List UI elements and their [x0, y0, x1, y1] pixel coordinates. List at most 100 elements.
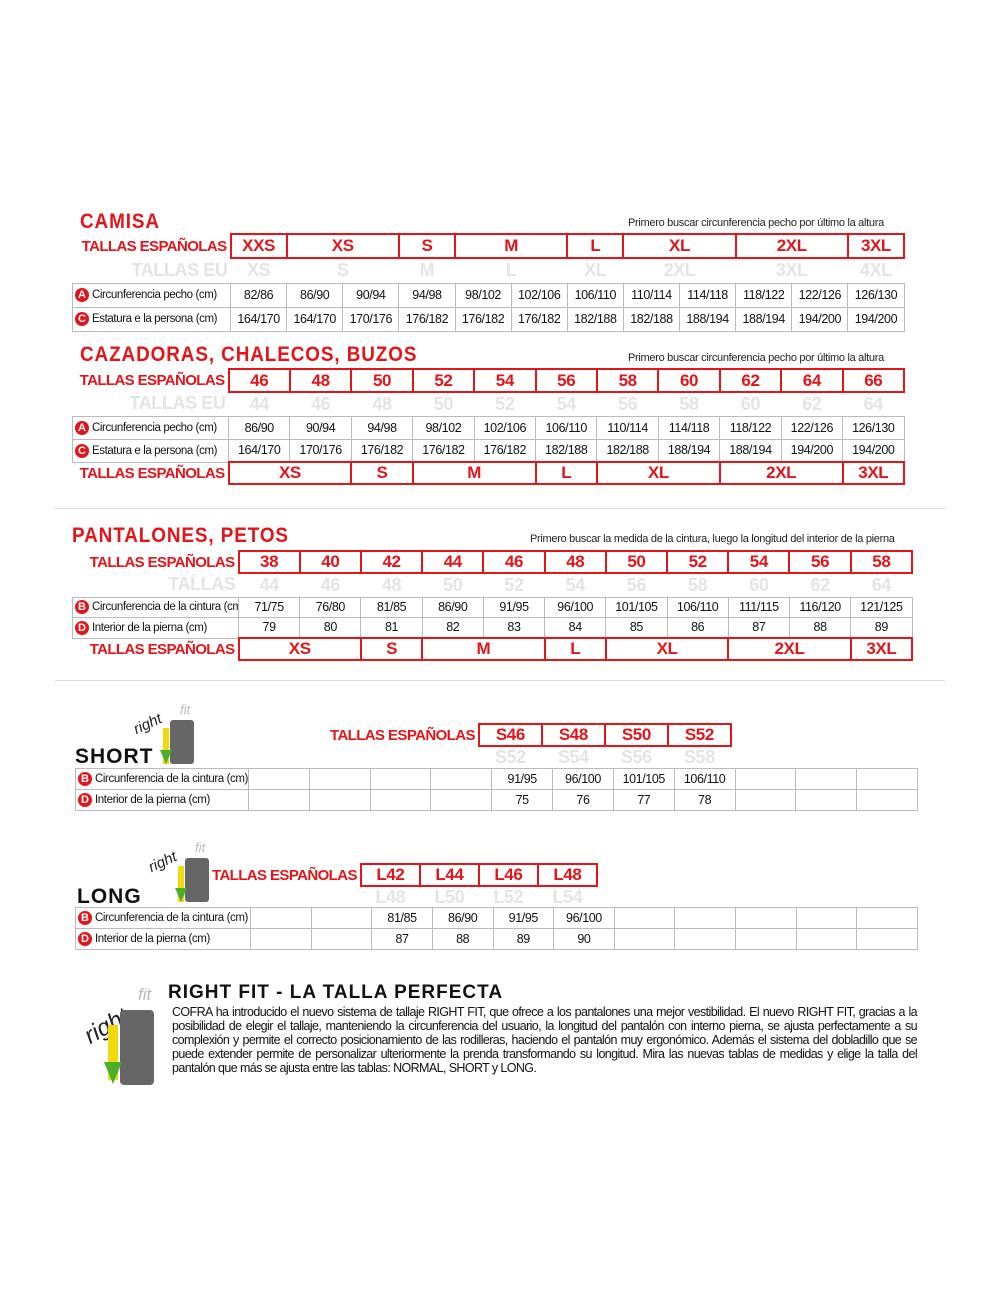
size-cell: 3XL [846, 233, 906, 259]
row-label: B Circunferencia de la cintura (cm) [75, 907, 251, 929]
size-cell: 3XL [849, 637, 914, 661]
long-title: LONG [77, 885, 142, 908]
size-cell: 106/110 [666, 596, 729, 618]
size-cell [430, 768, 493, 790]
size-cell [856, 928, 918, 950]
size-cell: 87 [371, 928, 433, 950]
size-cell: 114/118 [657, 415, 721, 440]
row-label-text: Circunferencia de la cintura (cm) [95, 912, 248, 924]
size-cell: 79 [237, 616, 301, 639]
size-cell: XS [227, 461, 353, 485]
size-cell: 106/110 [566, 282, 624, 308]
row-label: TALLAS ESPAÑOLAS [73, 369, 229, 392]
size-cell: 85 [605, 616, 668, 639]
size-cell: 194/200 [842, 438, 905, 463]
size-cell: 164/170 [229, 306, 288, 332]
row-label-text: Circunferencia pecho (cm) [92, 289, 217, 301]
size-cell: 106/110 [673, 768, 736, 790]
size-cell: S46 [477, 723, 543, 747]
size-cell: 102/106 [510, 282, 568, 308]
row-label: TALLAS EU [73, 258, 231, 283]
size-cell: 88 [431, 928, 494, 950]
size-cell: 84 [544, 616, 607, 639]
short-size-table: B Circunferencia de la cintura (cm) 91/95 9… [75, 768, 918, 811]
table-row: B Circunferencia de la cintura (cm) 91/95 9… [75, 768, 918, 790]
size-cell: 50 [350, 368, 414, 393]
size-cell: 52 [504, 574, 524, 595]
size-cell: XL [584, 260, 607, 281]
badge-d-icon: D [75, 620, 89, 635]
size-cell: 54 [473, 368, 537, 393]
size-cell: 81/85 [371, 907, 433, 929]
size-cell: S54 [557, 747, 589, 767]
size-cell: 42 [359, 550, 424, 574]
size-cell: 188/194 [678, 306, 737, 332]
size-cell: 182/188 [622, 306, 681, 332]
row-label [330, 746, 479, 768]
size-cell: 194/200 [791, 306, 849, 332]
size-cell: 66 [841, 368, 906, 393]
size-cell: 64 [863, 393, 884, 414]
size-cell: 54 [727, 550, 791, 574]
size-cell: M [411, 461, 537, 485]
row-label: TALLAS ESPAÑOLAS [73, 462, 229, 484]
size-cell: 121/125 [850, 596, 913, 618]
size-cell [856, 789, 918, 811]
size-cell: L44 [418, 863, 480, 887]
table-row: C Estatura e la persona (cm) 164/170 170/17… [72, 438, 905, 463]
size-cell: XS [246, 260, 271, 281]
size-cell: XS [237, 637, 362, 661]
size-cell [856, 768, 918, 790]
size-header-table: TALLAS ESPAÑOLAS S46 S48 S50 S52 S52 S54 S56 S58 [330, 723, 732, 768]
size-cell: 46 [320, 574, 341, 595]
long-size-table: B Circunferencia de la cintura (cm) 81/85 8… [75, 907, 918, 950]
spanish-sizes-row: TALLAS ESPAÑOLAS XS S M L XL 2XL 3XL [73, 461, 906, 485]
size-cell: 50 [443, 574, 463, 595]
badge-a-icon: A [75, 420, 89, 435]
size-cell: S50 [603, 723, 669, 747]
size-cell: 50 [433, 393, 454, 414]
size-cell: 194/200 [847, 306, 905, 332]
size-cell: L [543, 637, 607, 661]
size-cell: L54 [552, 887, 583, 907]
size-cell: 122/126 [791, 282, 849, 308]
size-cell: 86/90 [286, 282, 344, 308]
row-label-text: TALLAS ESPAÑOLAS [81, 237, 227, 255]
row-label: TALLAS ESPAÑOLAS [73, 551, 239, 573]
size-cell: S58 [683, 747, 715, 767]
badge-d-icon: D [78, 793, 92, 807]
size-cell: 176/182 [454, 306, 512, 332]
badge-d-icon: D [78, 932, 92, 946]
eu-sizes-row: L48 L50 L52 L54 [212, 886, 597, 908]
row-label: D Interior de la pierna (cm) [72, 616, 239, 639]
row-label-text: Circunferencia de la cintura (cm) [95, 773, 248, 785]
size-cell: L46 [477, 863, 539, 887]
size-cell: S [350, 461, 414, 485]
size-cell: 90 [553, 928, 615, 950]
spanish-sizes-row: TALLAS ESPAÑOLAS XXS XS S M L XL 2XL 3XL [73, 233, 906, 259]
size-cell: 90/94 [342, 282, 400, 308]
table-row: B Circunferencia de la cintura (cm) 81/85 8… [75, 907, 918, 929]
size-cell: L52 [493, 887, 524, 907]
size-cell: 75 [491, 789, 554, 811]
row-label-text: TALLAS ESPAÑOLAS [79, 464, 225, 482]
size-cell: S52 [494, 747, 526, 767]
row-label: TALLAS ESPAÑOLAS [73, 638, 239, 660]
size-cell: 60 [740, 393, 761, 414]
camisa-title: CAMISA [80, 210, 160, 233]
size-cell: S52 [666, 723, 732, 747]
size-cell: XL [604, 637, 730, 661]
size-cell [735, 928, 797, 950]
size-cell [369, 768, 432, 790]
row-label: TALLAS ESPAÑOLAS [73, 234, 231, 258]
size-cell: 48 [372, 393, 392, 414]
size-cell [369, 789, 432, 811]
size-cell: 2XL [727, 637, 852, 661]
size-cell: 126/130 [842, 415, 905, 440]
size-cell [674, 907, 736, 929]
badge-c-icon: C [75, 443, 89, 458]
cazadoras-size-table: TALLAS ESPAÑOLAS 46 48 50 52 54 56 58 60 62 64 66 TA… [72, 368, 906, 485]
size-cell: 86/90 [421, 596, 484, 618]
row-label: A Circunferencia pecho (cm) [72, 282, 231, 308]
row-label: TALLAS ESPAÑOLAS [330, 726, 475, 744]
